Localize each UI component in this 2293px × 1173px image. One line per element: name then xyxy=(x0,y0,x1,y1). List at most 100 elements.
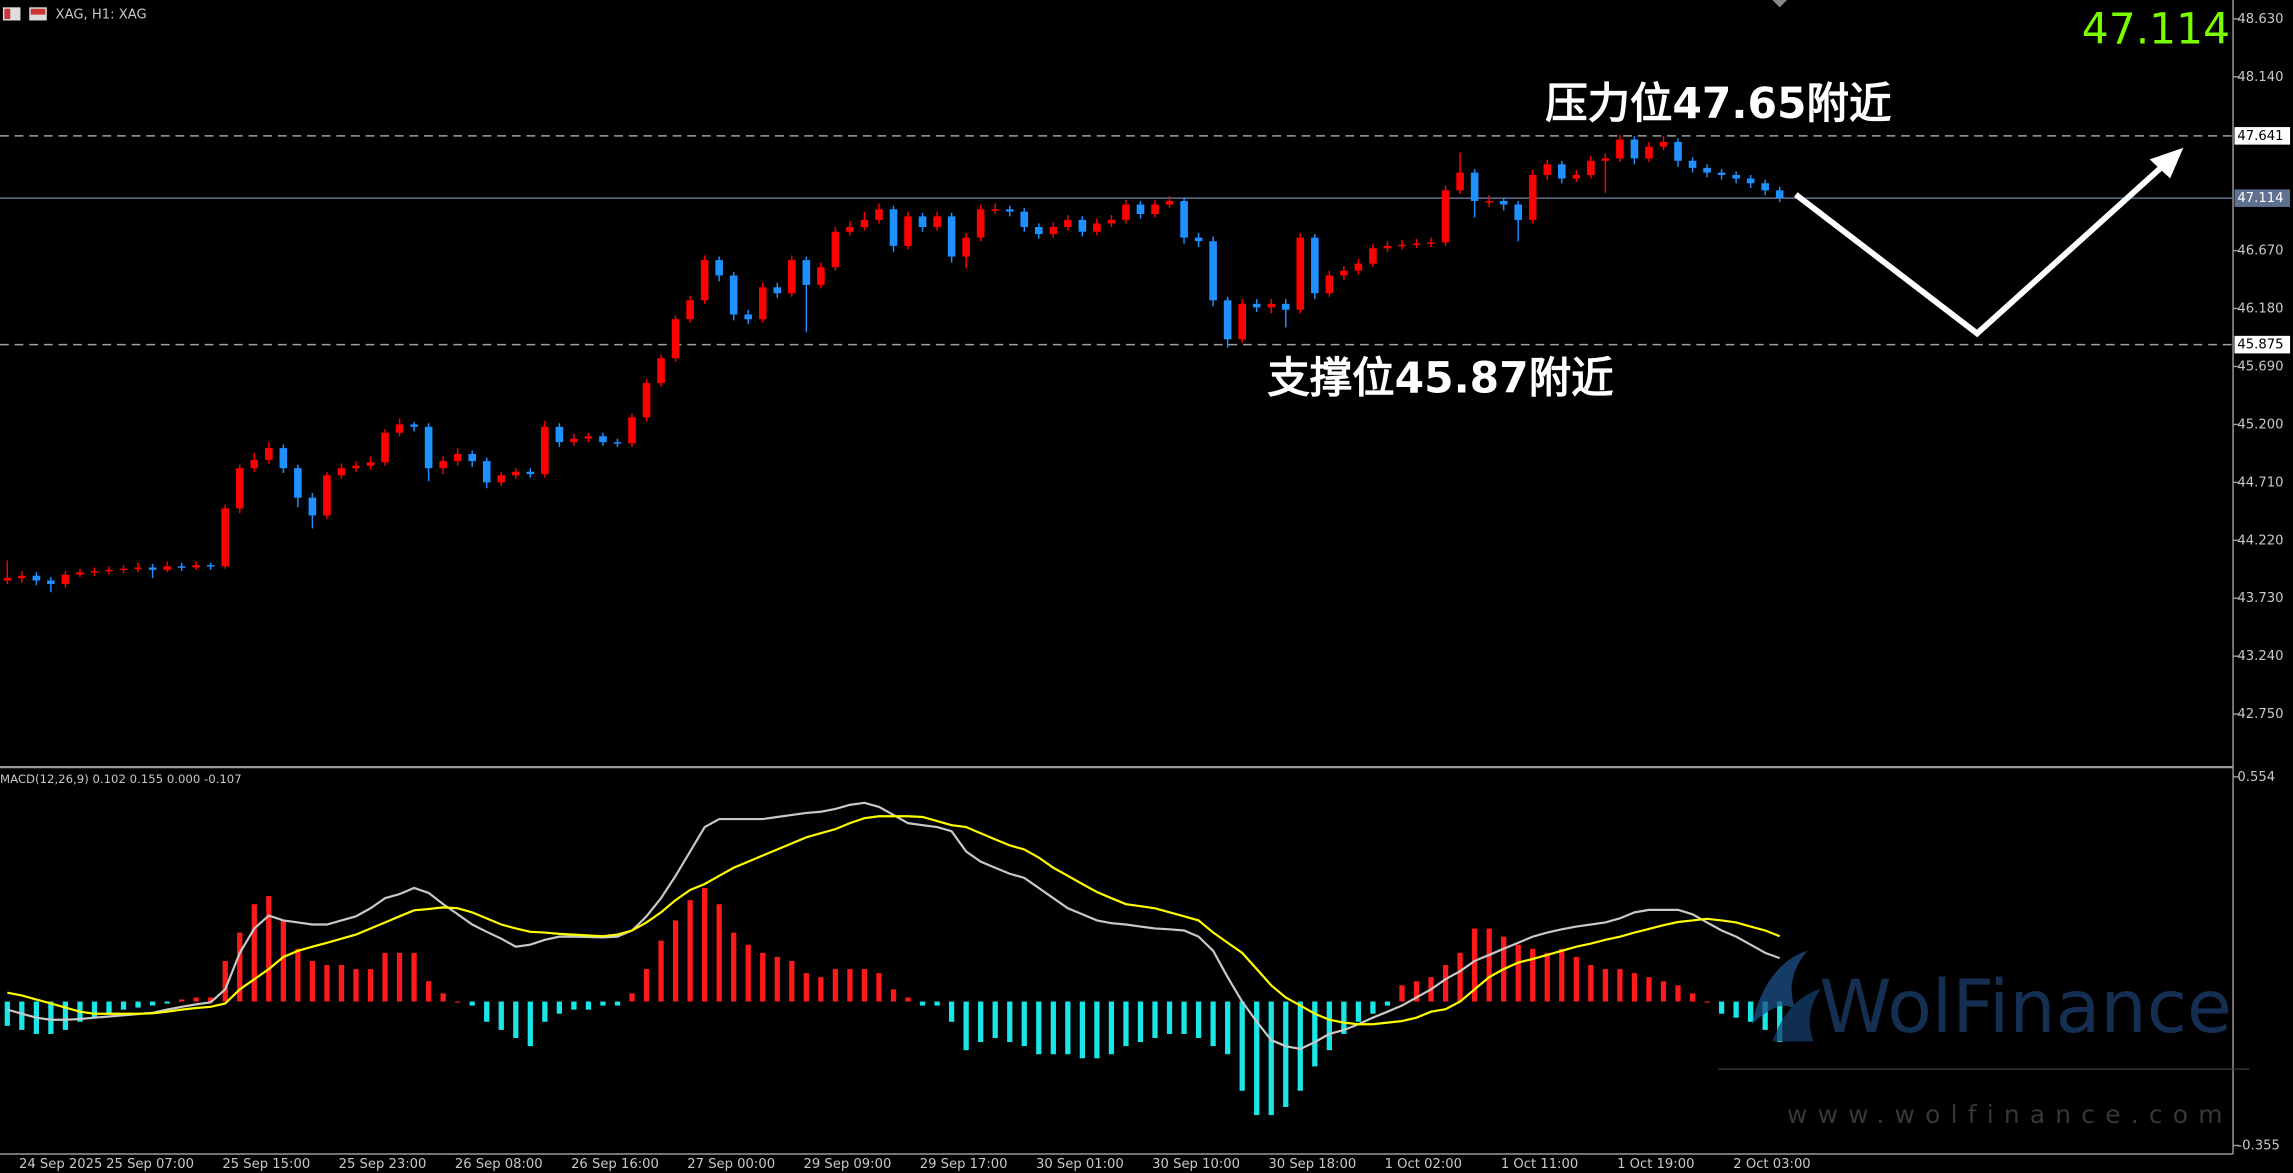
candle-body xyxy=(424,426,433,469)
candle-body xyxy=(584,436,593,439)
x-tick-label: 1 Oct 19:00 xyxy=(1617,1157,1694,1172)
candle-body xyxy=(381,432,389,463)
histogram-bar xyxy=(106,1001,112,1014)
candle-body xyxy=(918,216,927,227)
histogram-bar xyxy=(251,904,257,1002)
level-label-box xyxy=(2234,335,2291,354)
histogram-bar xyxy=(193,997,199,1002)
x-tick-label: 26 Sep 08:00 xyxy=(455,1157,543,1172)
x-tick-label: 29 Sep 09:00 xyxy=(804,1157,892,1172)
histogram-bar xyxy=(19,1001,25,1030)
histogram-bar xyxy=(1239,1001,1245,1091)
histogram-bar xyxy=(614,1001,621,1006)
histogram-bar xyxy=(120,1001,127,1010)
candle-body xyxy=(511,471,520,476)
candle-body xyxy=(1383,245,1392,249)
candle-body xyxy=(802,260,811,285)
x-tick-label: 29 Sep 17:00 xyxy=(920,1157,1008,1172)
y-tick-label: 43.730 xyxy=(2237,591,2283,606)
candle-body xyxy=(729,275,738,315)
histogram-bar xyxy=(1036,1001,1042,1055)
candle-body xyxy=(657,358,665,384)
histogram-bar xyxy=(484,1001,490,1022)
histogram-bar xyxy=(222,960,228,1002)
histogram-bar xyxy=(1602,969,1609,1002)
histogram-bar xyxy=(266,896,272,1002)
histogram-bar xyxy=(1471,928,1478,1002)
histogram-bar xyxy=(1326,1001,1332,1051)
histogram-bar xyxy=(978,1001,984,1043)
candle-body xyxy=(1093,223,1101,232)
histogram-bar xyxy=(280,920,286,1002)
histogram-bar xyxy=(411,952,417,1002)
candle-body xyxy=(541,426,549,475)
candle-body xyxy=(1645,146,1653,159)
candle-body xyxy=(1209,241,1217,301)
histogram-bar xyxy=(1123,1001,1129,1047)
histogram-bar xyxy=(1748,1001,1754,1022)
candle-body xyxy=(1499,200,1508,205)
histogram-bar xyxy=(745,944,751,1002)
histogram-bar xyxy=(455,1001,461,1003)
candle-body xyxy=(294,468,302,498)
histogram-bar xyxy=(1660,981,1667,1002)
candle-body xyxy=(526,471,535,475)
histogram-bar xyxy=(237,932,243,1002)
histogram-bar xyxy=(1355,1001,1362,1022)
histogram-bar xyxy=(1573,956,1579,1002)
candle-body xyxy=(1746,178,1755,184)
candle-body xyxy=(1223,300,1232,340)
histogram-bar xyxy=(1254,1001,1260,1116)
candle-body xyxy=(76,572,84,575)
candle-body xyxy=(279,448,288,469)
candle-body xyxy=(453,453,462,462)
histogram-bar xyxy=(425,981,432,1002)
candle-body xyxy=(1049,226,1058,235)
candle-body xyxy=(439,461,447,469)
histogram-bar xyxy=(295,948,301,1002)
candle-body xyxy=(1616,139,1624,159)
watermark-brand: WolFinance xyxy=(1819,965,2232,1050)
x-tick-label: 1 Oct 02:00 xyxy=(1385,1157,1462,1172)
histogram-bar xyxy=(513,1001,519,1039)
candle-body xyxy=(715,260,723,276)
candle-body xyxy=(788,260,796,294)
candle-body xyxy=(1354,263,1363,271)
candle-body xyxy=(1165,200,1174,205)
histogram-bar xyxy=(789,960,795,1002)
candle-body xyxy=(119,568,128,571)
candle-body xyxy=(1238,303,1246,340)
candle-body xyxy=(1630,139,1639,159)
histogram-bar xyxy=(571,1001,577,1010)
candle-body xyxy=(1325,275,1334,294)
x-tick-label: 26 Sep 16:00 xyxy=(571,1157,659,1172)
histogram-bar xyxy=(1312,1001,1318,1067)
histogram-bar xyxy=(1137,1001,1144,1043)
candle-body xyxy=(1470,172,1479,201)
candle-body xyxy=(1514,204,1523,220)
candle-body xyxy=(758,287,767,320)
histogram-bar xyxy=(164,1001,170,1004)
histogram-bar xyxy=(353,969,359,1002)
histogram-bar xyxy=(1675,985,1681,1002)
histogram-bar xyxy=(600,1001,606,1006)
histogram-bar xyxy=(1225,1001,1231,1055)
histogram-bar xyxy=(658,940,664,1002)
histogram-bar xyxy=(861,969,868,1002)
histogram-bar xyxy=(1762,1001,1768,1030)
candle-body xyxy=(482,461,491,483)
histogram-bar xyxy=(992,1001,998,1039)
watermark-url: www.wolfinance.com xyxy=(1787,1100,2233,1129)
candle-body xyxy=(1601,158,1610,161)
candle-body xyxy=(250,459,259,469)
histogram-bar xyxy=(643,969,650,1002)
candle-body xyxy=(1005,209,1014,212)
candle-body xyxy=(1587,160,1595,175)
histogram-bar xyxy=(876,973,882,1002)
histogram-bar xyxy=(1195,1001,1202,1039)
candle-body xyxy=(889,209,898,246)
candle-body xyxy=(991,209,1000,211)
candle-body xyxy=(700,260,709,301)
histogram-bar xyxy=(629,993,635,1002)
